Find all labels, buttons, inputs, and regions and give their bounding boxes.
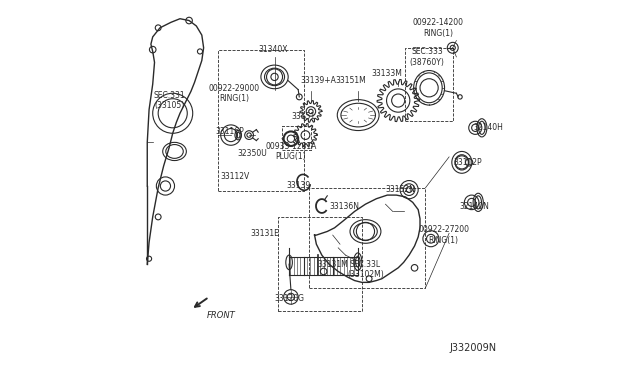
Text: 31340X: 31340X — [258, 45, 287, 54]
Text: 33131E: 33131E — [250, 229, 279, 238]
Text: 33133M: 33133M — [372, 69, 403, 78]
Text: 00922-14200
RING(1): 00922-14200 RING(1) — [413, 18, 464, 38]
Text: SEC.331
(33105): SEC.331 (33105) — [153, 91, 185, 110]
Text: 33116P: 33116P — [216, 127, 244, 136]
Text: 33152N: 33152N — [385, 185, 415, 194]
Text: 33112P: 33112P — [453, 158, 481, 167]
Text: 33120G: 33120G — [274, 294, 304, 303]
Text: 33131M: 33131M — [317, 260, 348, 269]
Text: 33139: 33139 — [286, 182, 310, 190]
Text: FRONT: FRONT — [207, 311, 236, 320]
Text: 33112V: 33112V — [220, 172, 249, 182]
Text: 33151M: 33151M — [335, 76, 366, 85]
Text: 32140H: 32140H — [474, 123, 503, 132]
Text: 00933-1281A
PLUG(1): 00933-1281A PLUG(1) — [265, 142, 317, 161]
Text: J332009N: J332009N — [449, 343, 497, 353]
Text: SEC.33L
(33102M): SEC.33L (33102M) — [347, 260, 384, 279]
Text: 00922-29000
RING(1): 00922-29000 RING(1) — [209, 84, 260, 103]
Text: SEC.333
(38760Y): SEC.333 (38760Y) — [410, 47, 445, 67]
Text: 33139+A: 33139+A — [300, 76, 336, 85]
Text: 00922-27200
RING(1): 00922-27200 RING(1) — [418, 225, 469, 245]
Text: 33151: 33151 — [292, 112, 316, 121]
Text: 32140N: 32140N — [460, 202, 490, 211]
Text: 32350U: 32350U — [238, 149, 268, 158]
Text: 33136N: 33136N — [329, 202, 359, 211]
